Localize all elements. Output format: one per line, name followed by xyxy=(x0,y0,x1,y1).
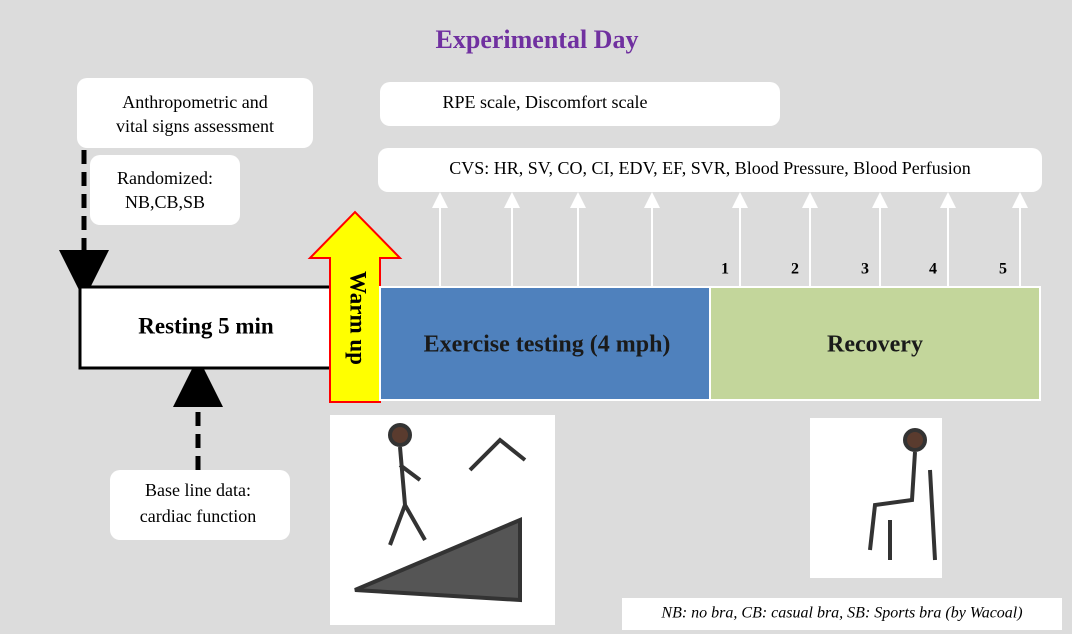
box xyxy=(90,155,240,225)
recovery-point: 3 xyxy=(861,261,869,278)
footnote: NB: no bra, CB: casual bra, SB: Sports b… xyxy=(660,605,1022,622)
phase-label: Warm up xyxy=(346,271,371,365)
recovery-point: 5 xyxy=(999,261,1007,278)
box-text: vital signs assessment xyxy=(116,116,274,136)
box xyxy=(110,470,290,540)
recovery-point: 1 xyxy=(721,261,729,278)
box xyxy=(380,82,780,126)
box-text: RPE scale, Discomfort scale xyxy=(443,92,648,112)
box-text: cardiac function xyxy=(140,506,256,526)
title: Experimental Day xyxy=(436,25,639,54)
box xyxy=(378,148,1042,192)
box xyxy=(77,78,313,148)
box-text: Randomized: xyxy=(117,168,213,188)
treadmill-illustration xyxy=(354,423,527,603)
box-text: NB,CB,SB xyxy=(125,192,205,212)
footnote-box xyxy=(622,598,1062,630)
recovery-point: 2 xyxy=(791,261,799,278)
phase-label: Resting 5 min xyxy=(138,313,274,338)
box-text: CVS: HR, SV, CO, CI, EDV, EF, SVR, Blood… xyxy=(449,158,970,178)
recovery-point: 4 xyxy=(929,261,937,278)
measure-arrows: 1 2 3 4 5 xyxy=(432,192,1028,287)
box-text: Base line data: xyxy=(145,480,251,500)
recovery-box xyxy=(709,286,1041,401)
phase-label: Exercise testing (4 mph) xyxy=(424,332,671,358)
box-text: Anthropometric and xyxy=(122,92,267,112)
phase-label: Recovery xyxy=(827,332,923,358)
chair-illustration xyxy=(868,428,937,561)
resting-box xyxy=(78,285,334,370)
